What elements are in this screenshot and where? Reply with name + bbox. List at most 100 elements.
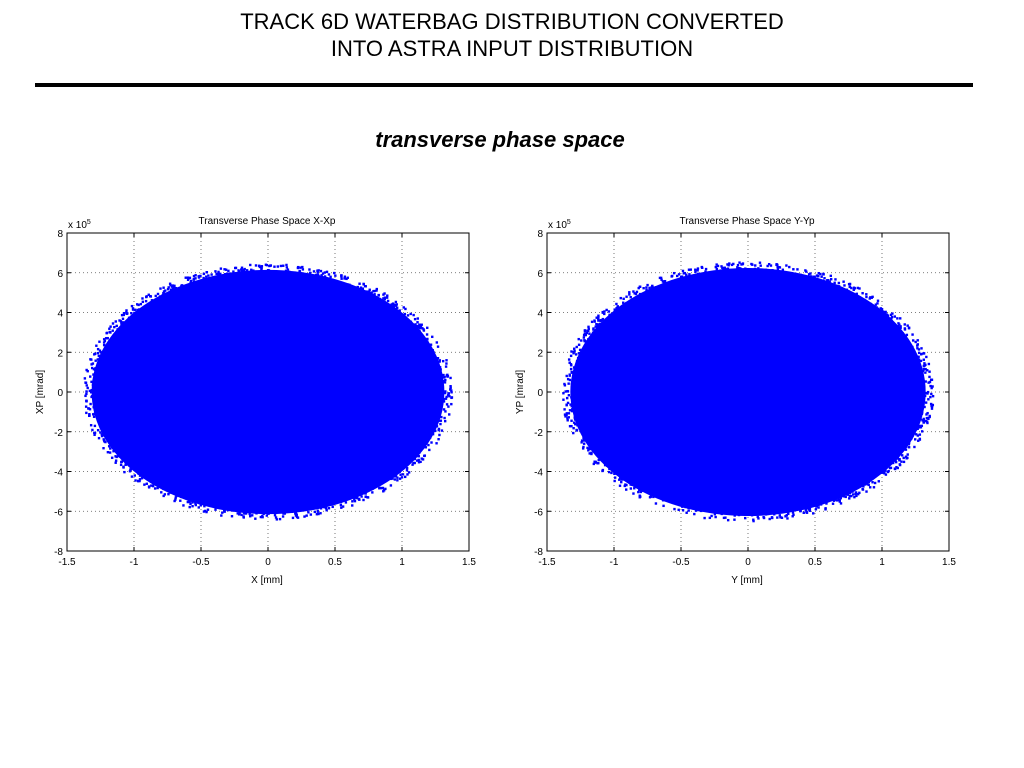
scatter-point [854,491,858,494]
scatter-point [116,346,119,350]
scatter-point [930,407,934,410]
scatter-point [707,277,710,280]
scatter-point [903,346,907,350]
scatter-point [227,269,230,273]
scatter-point [119,443,122,446]
scatter-point [298,269,301,273]
scatter-point [422,371,425,374]
scatter-point [800,493,803,497]
scatter-point [612,323,616,326]
scatter-point [430,441,433,444]
scatter-point [219,500,222,504]
scatter-point [700,509,703,513]
scatter-point [238,512,241,515]
scatter-point [568,425,572,428]
scatter-point [414,442,418,445]
scatter-point [210,287,214,291]
scatter-point [871,481,874,484]
scatter-point [290,508,294,511]
scatter-point [713,502,717,505]
scatter-point [900,360,903,363]
scatter-point [881,316,885,319]
scatter-point [96,399,100,403]
scatter-point [751,512,754,515]
scatter-point [99,351,103,354]
scatter-point [886,333,889,336]
scatter-point [448,413,451,416]
scatter-point [309,285,313,288]
scatter-point [619,320,622,323]
scatter-point [741,500,744,504]
scatter-point [213,282,217,286]
scatter-point [573,400,576,404]
scatter-point [919,410,922,414]
scatter-point [572,383,575,387]
scatter-point [660,278,663,281]
scatter-point [818,498,822,501]
scatter-point [385,319,388,323]
scatter-point [161,470,165,473]
scatter-point [232,282,235,285]
scatter-point [145,311,149,314]
scatter-point [575,412,578,415]
scatter-point [224,284,228,287]
chart-title: Transverse Phase Space Y-Yp [679,216,815,227]
scatter-point [203,281,206,284]
scatter-point [303,515,306,518]
scatter-point [715,263,718,266]
scatter-point [259,506,262,509]
scatter-point [423,342,426,346]
scatter-point [573,370,577,373]
scatter-point [125,332,128,335]
scatter-point [877,472,880,475]
scatter-point [565,412,569,415]
scatter-point [113,447,116,451]
scatter-point [915,383,918,386]
scatter-point [733,514,736,517]
scatter-point [112,374,115,378]
section-heading: transverse phase space [375,127,625,152]
scatter-point [593,347,596,350]
scatter-point [346,292,349,296]
scatter-point [579,389,582,393]
scatter-point [199,274,202,278]
scatter-point [145,465,148,469]
scatter-point [909,352,912,355]
scatter-point [844,294,848,297]
scatter-point [598,430,601,433]
scatter-point [418,351,422,354]
scatter-point [729,270,732,273]
scatter-point [320,274,323,277]
scatter-point [633,472,636,475]
scatter-point [389,305,392,308]
scatter-point [412,333,415,336]
y-tick-label: 6 [537,269,543,280]
scatter-point [903,361,906,364]
scatter-point [335,282,339,286]
scatter-point [586,357,590,361]
scatter-point [589,364,592,368]
scatter-point [616,328,619,332]
scatter-point [294,497,297,500]
scatter-point [98,340,101,343]
scatter-point [918,416,921,420]
scatter-point [194,489,197,493]
scatter-point [774,501,778,505]
scatter-point [856,286,860,290]
scatter-point [904,396,907,399]
scatter-point [406,473,409,476]
scatter-point [237,497,241,500]
scatter-point [109,325,112,328]
scatter-point [344,501,348,504]
scatter-point [419,460,422,464]
scatter-point [411,337,415,340]
scatter-point [671,280,675,283]
scatter-point [113,411,116,415]
scatter-point [113,431,117,435]
scatter-point [596,433,599,437]
scatter-point [169,283,172,287]
scatter-point [792,513,795,516]
scatter-point [907,341,911,344]
scatter-point [192,277,196,281]
scatter-point [734,512,737,515]
